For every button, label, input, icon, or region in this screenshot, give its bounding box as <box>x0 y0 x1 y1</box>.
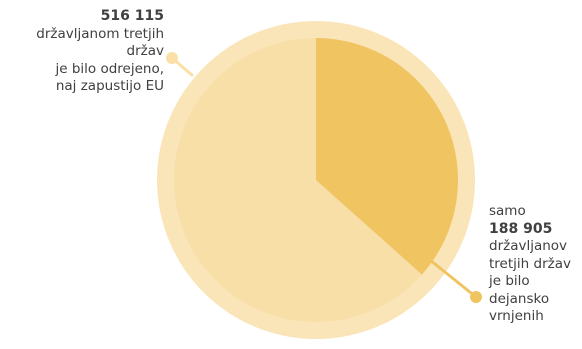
pie-slice-returned <box>316 38 459 275</box>
leader-dot-right <box>470 291 482 303</box>
returned-number: 188 905 <box>489 220 553 237</box>
leader-line-right <box>429 258 477 299</box>
total-text-line-3: je bilo odrejeno, <box>55 60 164 77</box>
total-text-line-4: naj zapustijo EU <box>55 78 164 94</box>
returned-text-line-4: dejansko <box>489 290 550 307</box>
leader-dot-left <box>166 52 178 64</box>
returned-prefix: samo <box>489 203 526 219</box>
total-text-line-1: državljanom tretjih <box>36 25 164 42</box>
total-text-line-2: držav <box>126 43 164 59</box>
returned-text-line-3: je bilo <box>489 273 530 289</box>
returned-text-line-2: tretjih držav <box>489 255 571 272</box>
returned-text-line-5: vrnjenih <box>489 308 544 324</box>
returned-label: samo 188 905 državljanov tretjih držav j… <box>489 203 571 326</box>
returned-text-line-1: državljanov <box>489 238 568 254</box>
total-label: 516 115 državljanom tretjih držav je bil… <box>36 8 164 96</box>
pie-slice-remaining <box>174 38 422 322</box>
total-number: 516 115 <box>100 8 164 24</box>
